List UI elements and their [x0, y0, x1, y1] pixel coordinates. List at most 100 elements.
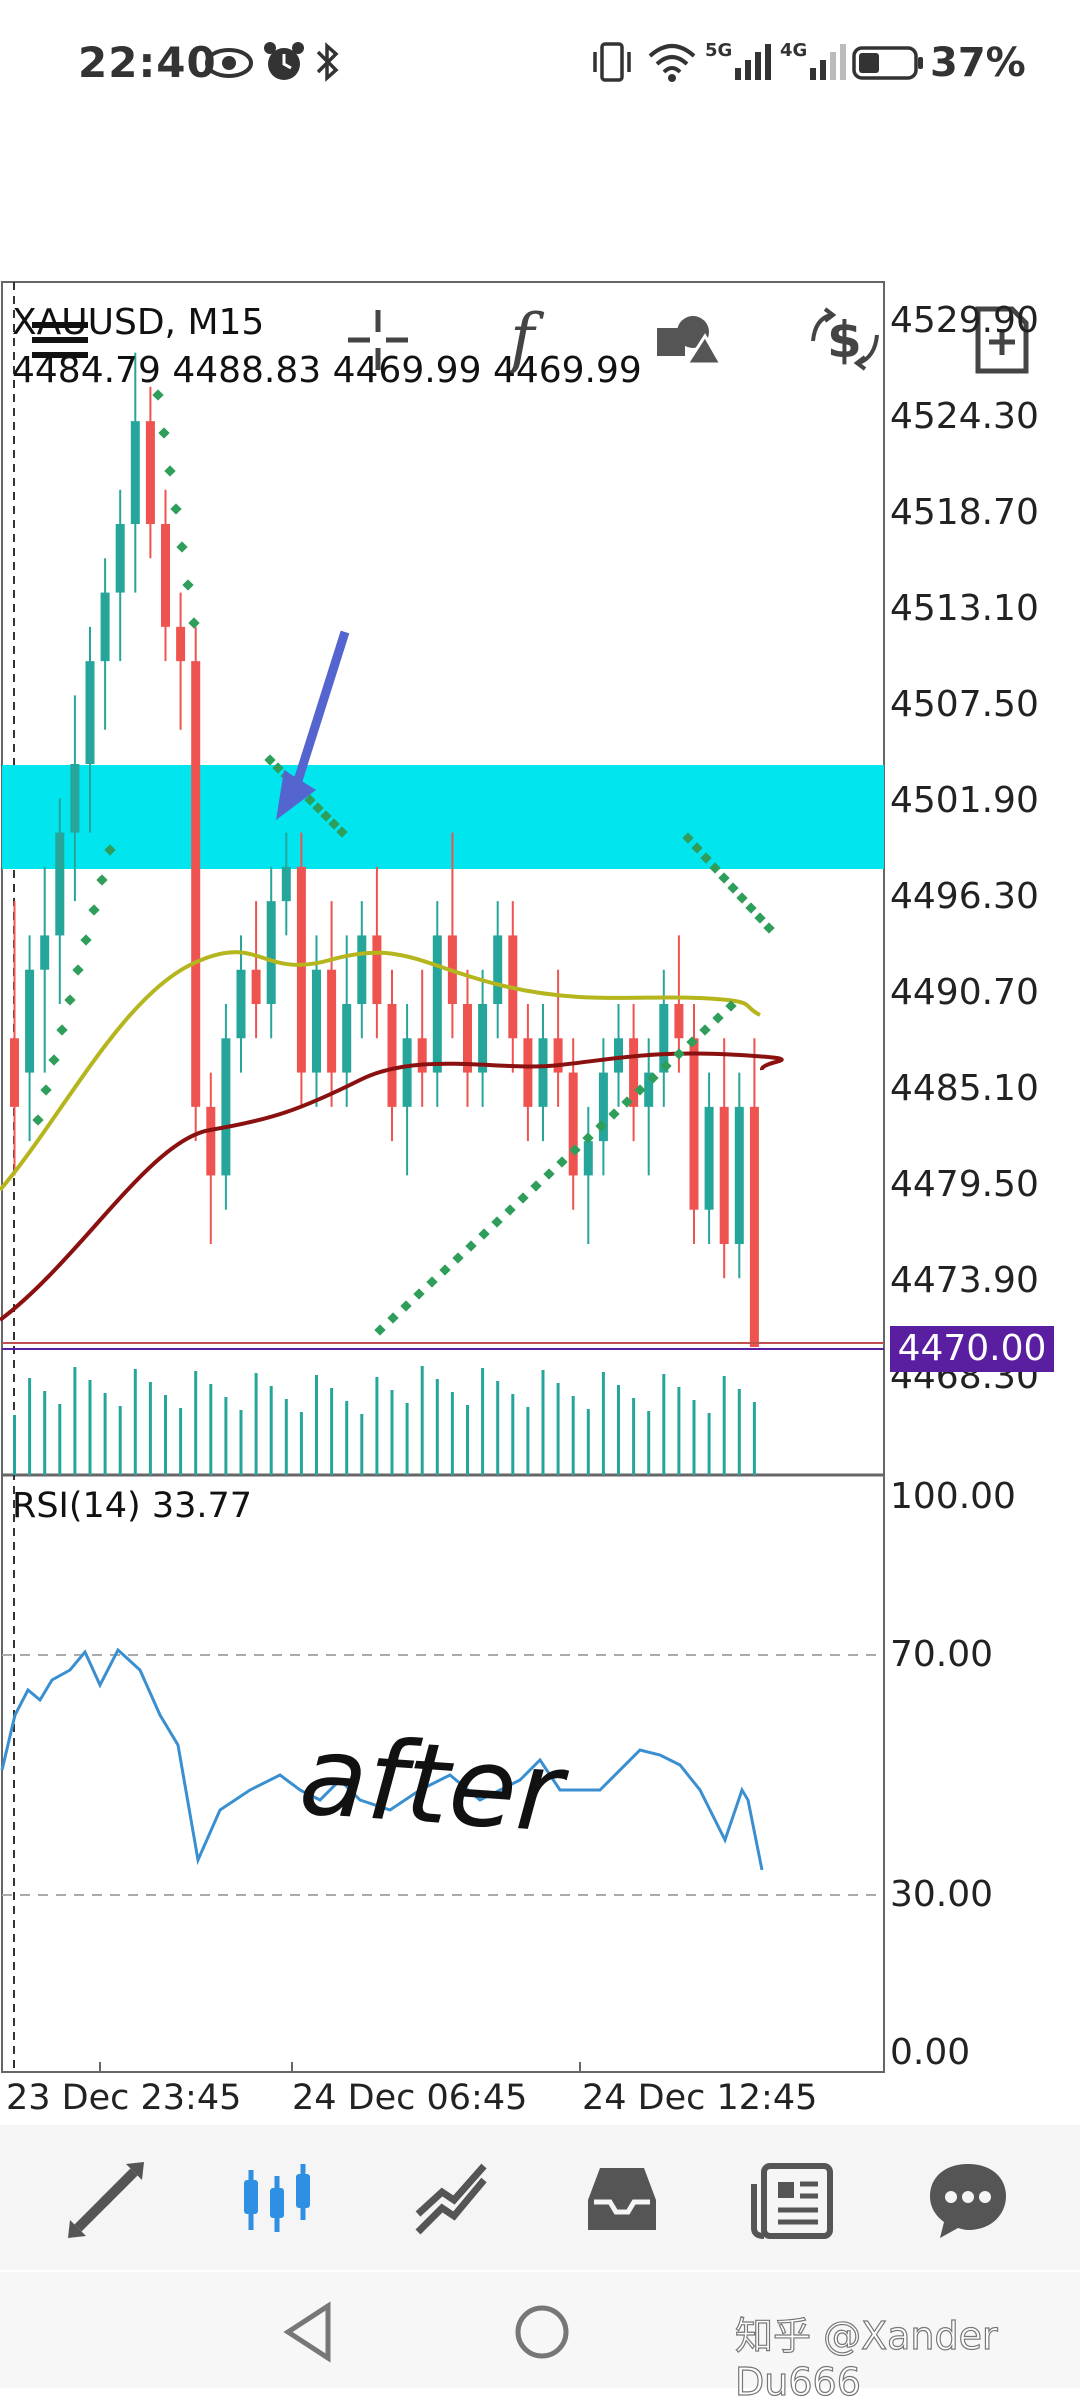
- price-chart[interactable]: [0, 280, 1080, 2130]
- candle-body: [40, 935, 50, 970]
- psar-dot: [754, 912, 766, 924]
- new-order-icon: [975, 306, 1029, 374]
- candle-body: [296, 866, 306, 1073]
- candle-body: [10, 1038, 19, 1107]
- candle-body: [161, 524, 170, 627]
- nav-history[interactable]: [572, 2150, 682, 2250]
- psar-dot: [530, 1180, 542, 1192]
- candle-body: [327, 969, 337, 1073]
- price-label: 4529.90: [890, 300, 1039, 341]
- psar-dot: [712, 1012, 724, 1024]
- price-label: 4501.90: [890, 780, 1039, 821]
- watermark: 知乎 @Xander Du666: [734, 2313, 998, 2404]
- chart-icon: [244, 2164, 310, 2232]
- time-label: 24 Dec 06:45: [292, 2078, 528, 2118]
- trade-button[interactable]: $: [795, 290, 895, 390]
- psar-dot: [763, 922, 775, 934]
- candle-body: [387, 1004, 397, 1107]
- rsi-level-label: 0.00: [890, 2032, 971, 2073]
- candle-body: [523, 1038, 533, 1107]
- rsi-level-label: 30.00: [890, 1874, 994, 1915]
- status-time: 22:40: [78, 38, 217, 87]
- psar-dot: [374, 1324, 386, 1336]
- annotation-arrowhead: [276, 770, 316, 820]
- time-label: 24 Dec 12:45: [582, 2078, 818, 2118]
- psar-dot: [413, 1288, 425, 1300]
- psar-dot: [736, 892, 748, 904]
- crosshair-button[interactable]: [328, 290, 428, 390]
- psar-dot: [320, 810, 332, 822]
- psar-dot: [634, 1084, 646, 1096]
- candle-body: [85, 661, 95, 764]
- psar-dot: [582, 1132, 594, 1144]
- objects-button[interactable]: [638, 290, 738, 390]
- candle-body: [70, 764, 80, 833]
- vibrate-icon: [593, 42, 631, 82]
- menu-icon: [32, 322, 88, 358]
- messages-icon: [930, 2164, 1006, 2238]
- candle-body: [674, 1004, 684, 1039]
- psar-dot: [182, 579, 194, 591]
- chart-ohlc: 4484.79 4488.83 4469.99 4469.99: [12, 350, 642, 391]
- candle-body: [583, 1141, 593, 1176]
- psar-dot: [517, 1192, 529, 1204]
- price-label: 4485.10: [890, 1068, 1039, 1109]
- signal-icon: 5G: [705, 40, 771, 80]
- psar-dot: [700, 852, 712, 864]
- price-label: 4473.90: [890, 1260, 1039, 1301]
- psar-dot: [543, 1168, 555, 1180]
- psar-dot: [491, 1216, 503, 1228]
- rsi-label: RSI(14) 33.77: [12, 1486, 253, 1526]
- annotation-arrow: [290, 630, 350, 792]
- psar-dot: [312, 802, 324, 814]
- alarm-icon: [264, 42, 304, 80]
- toolbar: f $: [0, 140, 1080, 375]
- nav-messages[interactable]: [918, 2150, 1028, 2250]
- candle-body: [538, 1038, 548, 1107]
- price-label: 4513.10: [890, 588, 1039, 629]
- chart-area[interactable]: [0, 280, 1080, 2130]
- candle-body: [659, 1004, 669, 1073]
- psar-dot: [48, 1054, 60, 1066]
- psar-dot: [56, 1024, 68, 1036]
- moving-average-fast: [0, 950, 761, 1192]
- home-icon[interactable]: [510, 2300, 574, 2364]
- psar-dot: [158, 427, 170, 439]
- psar-dot: [64, 994, 76, 1006]
- nav-trade[interactable]: [402, 2150, 512, 2250]
- psar-dot: [504, 1204, 516, 1216]
- moving-average-slow: [0, 1051, 784, 1322]
- rsi-level-label: 100.00: [890, 1476, 1016, 1517]
- highlight-zone: [2, 765, 884, 869]
- candle-body: [719, 1106, 729, 1244]
- candle-body: [236, 969, 246, 1039]
- psar-dot: [272, 762, 284, 774]
- indicators-button[interactable]: f: [482, 290, 582, 390]
- psar-dot: [621, 1096, 633, 1108]
- status-bar: 22:40 5G 4G 37%: [0, 0, 1080, 130]
- candle-body: [342, 1004, 352, 1073]
- network-label-5g: 5G: [705, 40, 732, 61]
- psar-dot: [170, 503, 182, 515]
- battery-icon: [852, 46, 923, 80]
- candle-body: [266, 901, 276, 1004]
- back-icon[interactable]: [280, 2300, 340, 2364]
- psar-dot: [608, 1108, 620, 1120]
- new-order-button[interactable]: [952, 290, 1052, 390]
- current-price-tag: 4470.00: [890, 1326, 1054, 1372]
- psar-dot: [725, 1000, 737, 1012]
- nav-quotes[interactable]: [56, 2150, 166, 2250]
- menu-button[interactable]: [10, 290, 110, 390]
- psar-dot: [96, 874, 108, 886]
- crosshair-icon: [348, 310, 408, 370]
- nav-news[interactable]: [746, 2150, 856, 2250]
- price-label: 4518.70: [890, 492, 1039, 533]
- candle-body: [614, 1038, 623, 1073]
- psar-dot: [336, 826, 348, 838]
- battery-percent: 37%: [930, 40, 1026, 86]
- candle-body: [463, 1004, 472, 1073]
- psar-dot: [478, 1228, 490, 1240]
- price-label: 4496.30: [890, 876, 1039, 917]
- candle-body: [568, 1072, 578, 1176]
- nav-chart[interactable]: [228, 2150, 338, 2250]
